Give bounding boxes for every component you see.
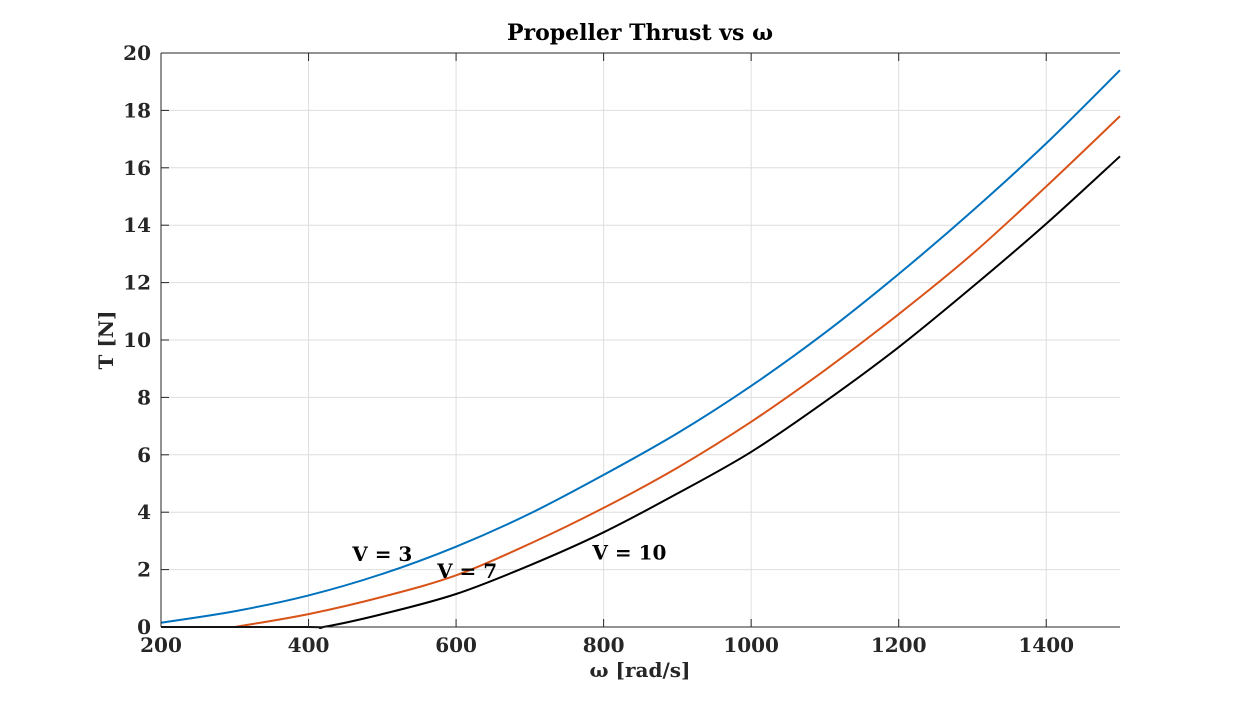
y-tick-label: 14 — [123, 213, 151, 237]
y-tick-label: 4 — [137, 500, 151, 524]
y-tick-label: 16 — [123, 156, 151, 180]
series-line-2 — [234, 115, 1121, 628]
annotation-layer: V = 3 V = 7 V = 10 — [351, 540, 666, 583]
chart-title: Propeller Thrust vs ω — [507, 20, 773, 46]
y-axis-label: T [N] — [94, 310, 118, 369]
tick-layer: 200 400 600 800 1000 1200 1400 0 2 4 6 8 10 12 14 16 18 2… — [123, 41, 1074, 657]
y-tick-label: 20 — [123, 41, 151, 65]
x-tick-label: 1000 — [723, 633, 779, 657]
grid-layer — [161, 52, 1120, 627]
y-tick-label: 6 — [137, 443, 151, 467]
series-annotation: V = 7 — [436, 559, 497, 583]
x-tick-label: 600 — [435, 633, 477, 657]
y-tick-label: 0 — [137, 615, 151, 639]
y-tick-label: 8 — [137, 385, 151, 409]
series-annotation: V = 10 — [591, 540, 666, 564]
y-tick-label: 12 — [123, 271, 151, 295]
series-line-1 — [160, 69, 1121, 624]
x-tick-label: 200 — [140, 633, 182, 657]
x-tick-label: 1200 — [871, 633, 927, 657]
label-layer: Propeller Thrust vs ω ω [rad/s] T [N] — [94, 20, 773, 682]
y-tick-label: 2 — [137, 558, 151, 582]
y-tick-label: 10 — [123, 328, 151, 352]
y-tick-label: 18 — [123, 98, 151, 122]
x-tick-label: 1400 — [1018, 633, 1074, 657]
series-annotation: V = 3 — [351, 542, 412, 566]
x-tick-label: 400 — [288, 633, 330, 657]
x-tick-label: 800 — [583, 633, 625, 657]
x-axis-label: ω [rad/s] — [590, 658, 691, 682]
